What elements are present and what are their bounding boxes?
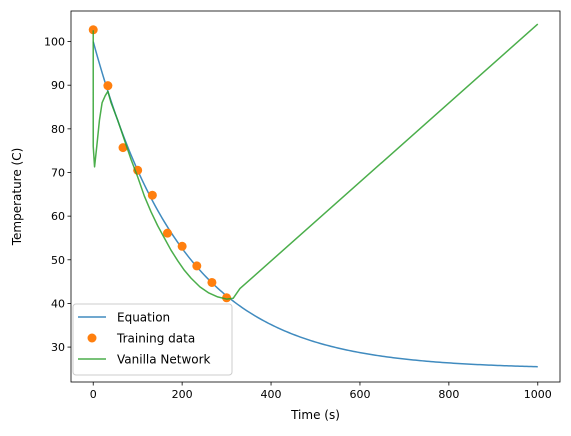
y-axis-label: Temperature (C)	[10, 148, 24, 247]
legend-label-training-data: Training data	[116, 332, 195, 346]
series-layer	[88, 23, 539, 368]
data-point-training-data	[162, 228, 172, 238]
data-point-training-data	[177, 241, 187, 251]
x-tick-label: 200	[172, 388, 193, 401]
legend-label-equation: Equation	[117, 311, 170, 325]
x-tick-label: 1000	[524, 388, 552, 401]
series-line-vanilla-network	[92, 23, 539, 300]
data-point-training-data	[222, 293, 232, 303]
y-tick-label: 80	[51, 123, 65, 136]
legend-swatch-training-data	[87, 333, 97, 343]
data-point-training-data	[147, 190, 157, 200]
x-axis-label: Time (s)	[290, 408, 340, 422]
plot-frame	[70, 10, 561, 383]
x-tick-label: 400	[261, 388, 282, 401]
series-line-equation	[92, 41, 538, 368]
x-tick-label: 600	[349, 388, 370, 401]
y-tick-label: 30	[51, 341, 65, 354]
y-tick-label: 100	[44, 36, 65, 49]
y-tick-label: 40	[51, 297, 65, 310]
legend-box	[72, 303, 233, 376]
legend-label-vanilla-network: Vanilla Network	[117, 353, 211, 367]
ticks-layer: 0 200 400 600 800 1000 30 40 50 60 70 80 90 100	[44, 36, 552, 401]
data-point-training-data	[88, 25, 98, 35]
y-tick-label: 60	[51, 210, 65, 223]
y-tick-label: 90	[51, 79, 65, 92]
y-tick-label: 50	[51, 254, 65, 267]
data-point-training-data	[207, 277, 217, 287]
x-tick-label: 0	[90, 388, 97, 401]
x-tick-label: 800	[438, 388, 459, 401]
data-point-training-data	[103, 81, 113, 91]
data-point-training-data	[118, 143, 128, 153]
y-tick-label: 70	[51, 166, 65, 179]
data-point-training-data	[192, 261, 202, 271]
legend: Equation Training data Vanilla Network	[72, 303, 233, 376]
